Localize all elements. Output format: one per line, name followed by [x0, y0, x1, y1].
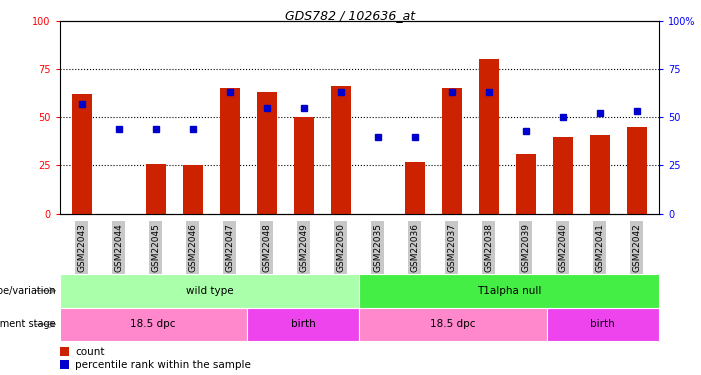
Bar: [359, 308, 547, 341]
Bar: [182, 165, 203, 214]
Text: wild type: wild type: [186, 286, 233, 296]
Bar: [60, 360, 69, 369]
Text: percentile rank within the sample: percentile rank within the sample: [76, 360, 251, 370]
Bar: [72, 94, 92, 214]
Text: count: count: [76, 346, 105, 357]
Bar: [146, 164, 166, 214]
Text: genotype/variation: genotype/variation: [0, 286, 56, 296]
Text: development stage: development stage: [0, 320, 56, 329]
Bar: [247, 308, 359, 341]
Bar: [479, 59, 499, 214]
Text: GDS782 / 102636_at: GDS782 / 102636_at: [285, 9, 416, 22]
Bar: [60, 347, 69, 355]
Bar: [60, 308, 247, 341]
Bar: [219, 88, 240, 214]
Text: 18.5 dpc: 18.5 dpc: [130, 320, 176, 329]
Bar: [294, 117, 314, 214]
Bar: [257, 92, 277, 214]
Bar: [331, 86, 351, 214]
Bar: [404, 162, 425, 214]
Bar: [359, 274, 659, 308]
Text: T1alpha null: T1alpha null: [477, 286, 541, 296]
Bar: [442, 88, 462, 214]
Bar: [60, 274, 359, 308]
Text: birth: birth: [590, 320, 615, 329]
Bar: [590, 135, 610, 214]
Text: 18.5 dpc: 18.5 dpc: [430, 320, 476, 329]
Bar: [627, 127, 647, 214]
Bar: [515, 154, 536, 214]
Bar: [547, 308, 659, 341]
Bar: [552, 136, 573, 214]
Text: birth: birth: [291, 320, 315, 329]
